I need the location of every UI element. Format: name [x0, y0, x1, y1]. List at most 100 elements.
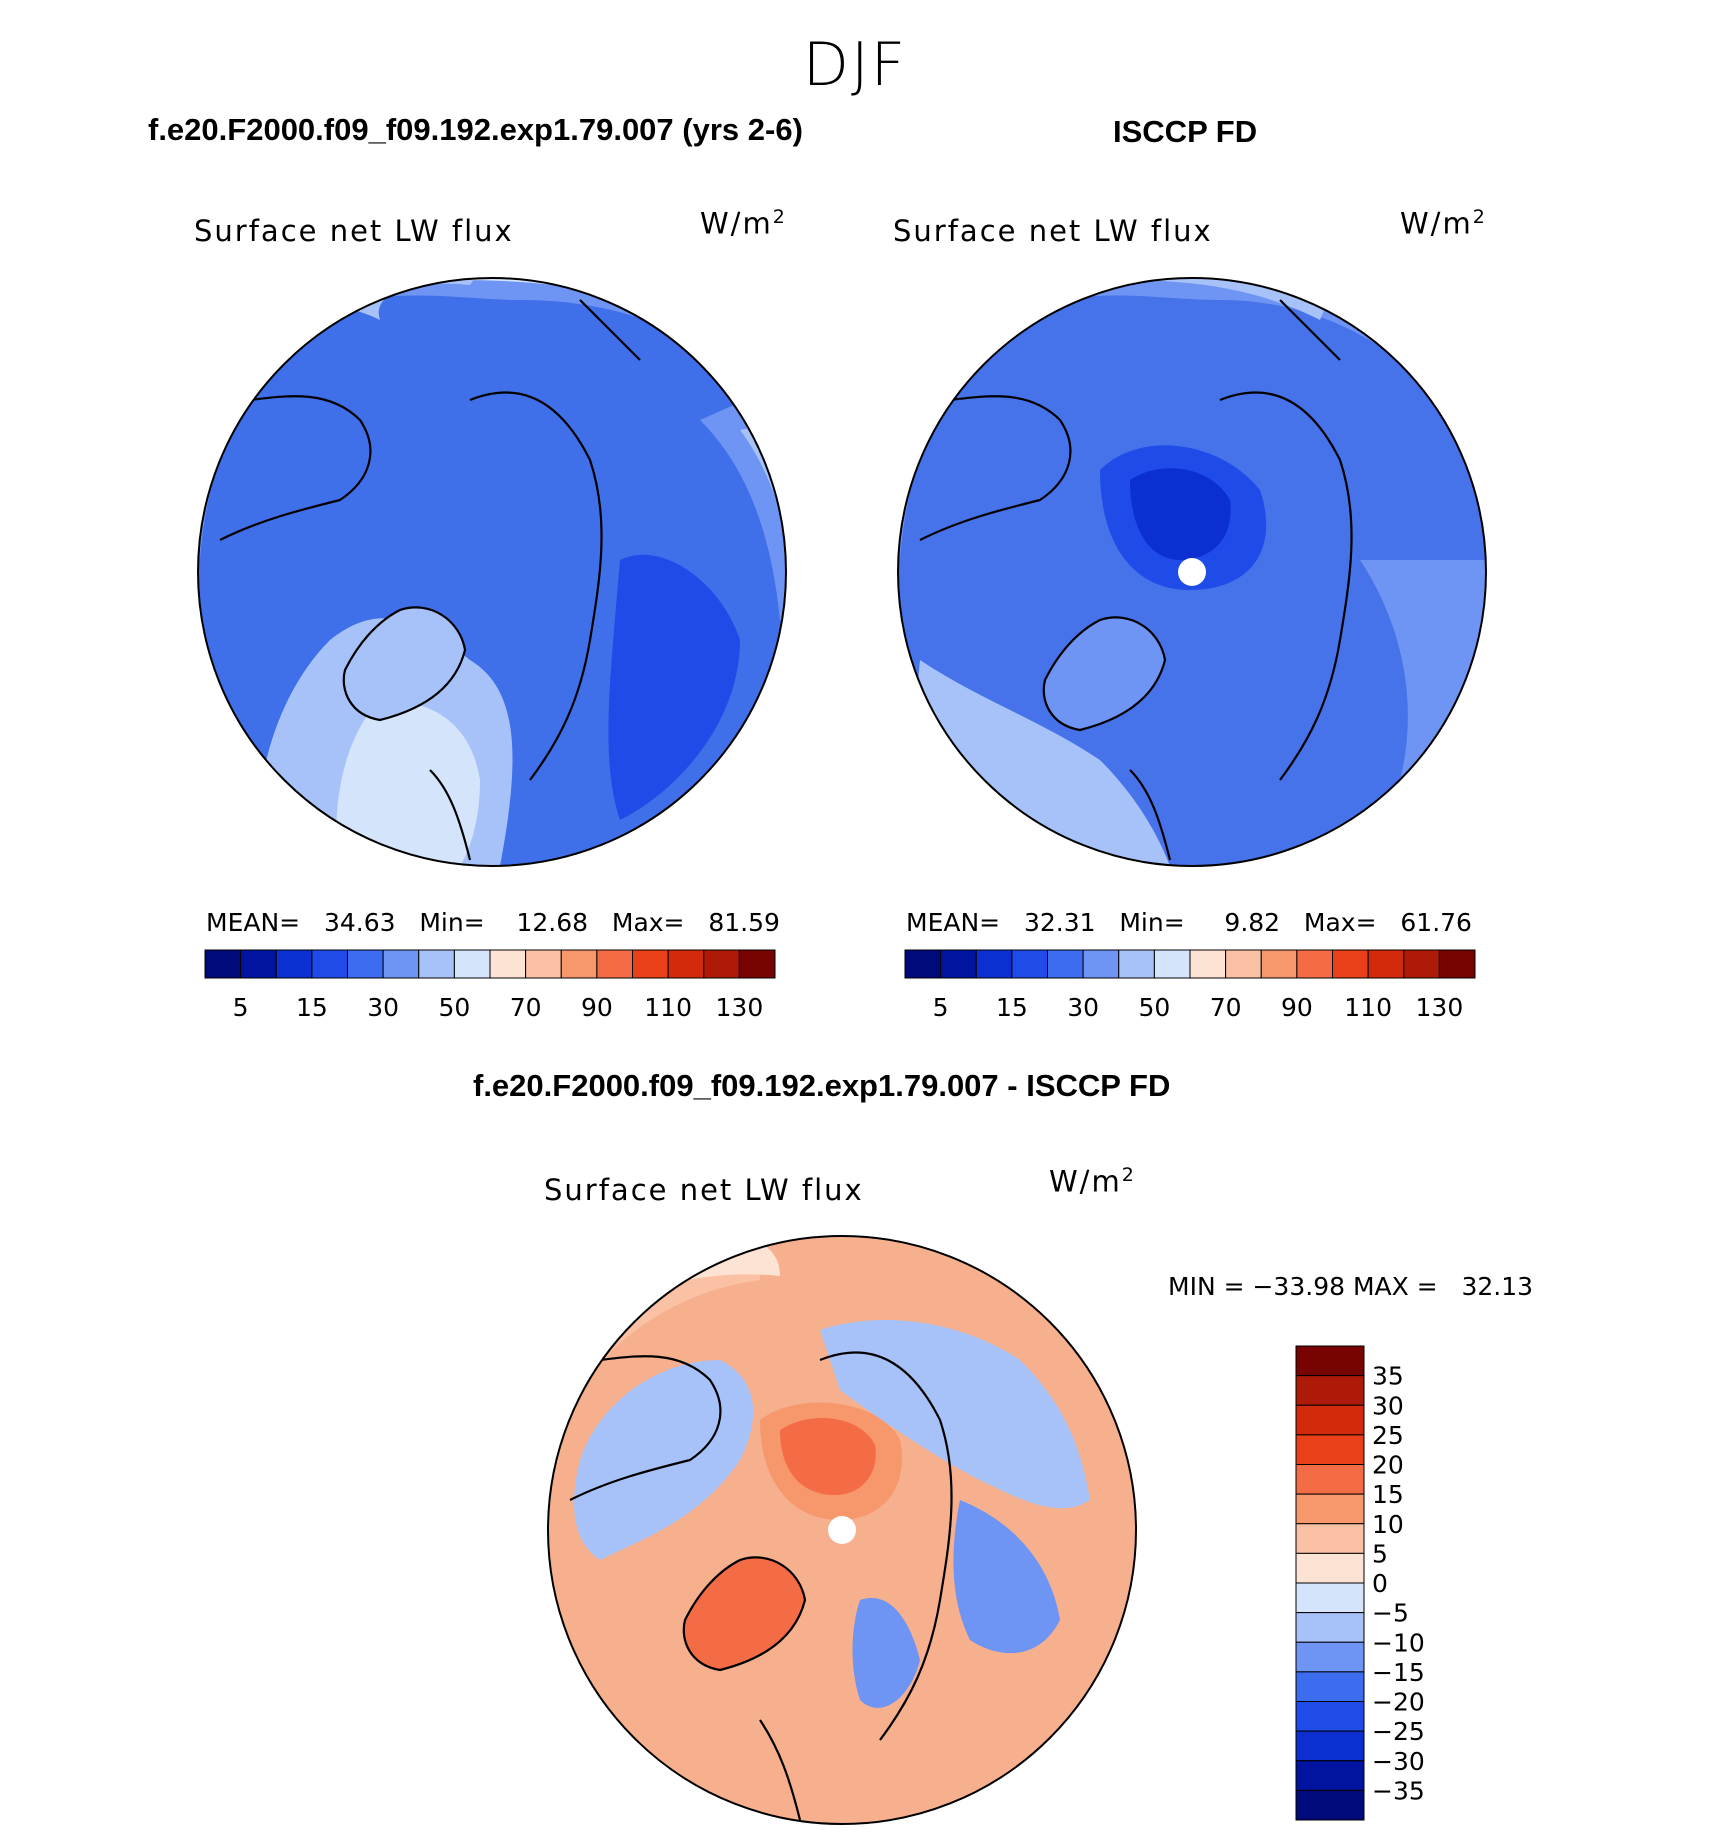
panel3-colorbar-swatch: [1295, 1789, 1365, 1821]
panel3-colorbar-swatch: [1295, 1641, 1365, 1673]
panel3-colorbar-swatch: [1295, 1701, 1365, 1732]
panel3-colorbar-swatch: [1295, 1523, 1365, 1554]
panel2-colorbar-swatch: [975, 949, 1013, 979]
panel2-colorbar-tick-label: 15: [996, 993, 1028, 1022]
panel2-colorbar-swatch: [1118, 949, 1155, 979]
panel3-colorbar-swatch: [1295, 1552, 1365, 1584]
panel1-colorbar-swatch: [204, 949, 242, 979]
panel2-colorbar-tick-label: 50: [1138, 993, 1170, 1022]
panel2-variable-label: Surface net LW flux: [893, 214, 1213, 248]
panel2-stats: MEAN= 32.31 Min= 9.82 Max= 61.76: [906, 908, 1472, 937]
panel1-stats: MEAN= 34.63 Min= 12.68 Max= 81.59: [206, 908, 780, 937]
panel1-colorbar-tick-label: 110: [644, 993, 692, 1022]
panel3-colorbar-swatch: [1295, 1760, 1365, 1791]
panel3-colorbar-swatch: [1295, 1464, 1365, 1495]
panel3-colorbar-swatch: [1295, 1434, 1365, 1465]
panel1-colorbar: 5 15 30 50 70 90 110 130: [204, 949, 776, 1022]
panel3-stats: MIN = −33.98 MAX = 32.13: [1168, 1272, 1534, 1301]
panel1-colorbar-tick-label: 130: [716, 993, 764, 1022]
panel1-colorbar-swatch: [703, 949, 740, 979]
panel3-colorbar-tick-label: −20: [1372, 1688, 1425, 1717]
panel1-colorbar-swatch: [489, 949, 527, 979]
panel1-colorbar-swatch: [347, 949, 384, 979]
panel3-colorbar-swatch: [1295, 1730, 1365, 1762]
panel3-pole-hole: [828, 1516, 856, 1544]
panel2-colorbar-swatch: [1225, 949, 1262, 979]
panel2-colorbar-tick-label: 30: [1067, 993, 1099, 1022]
panel2-case-title: ISCCP FD: [1113, 114, 1258, 149]
panel1-polar-map: [198, 278, 786, 866]
figure-title: DJF: [802, 30, 908, 100]
panel2-colorbar-swatch: [1438, 949, 1476, 979]
panel1-units: W/m2: [700, 206, 787, 241]
panel2-colorbar-swatch: [1296, 949, 1333, 979]
panel2-colorbar-tick-label: 130: [1416, 993, 1464, 1022]
panel1-colorbar-tick-label: 30: [367, 993, 399, 1022]
panel1-case-title: f.e20.F2000.f09_f09.192.exp1.79.007 (yrs…: [148, 112, 803, 147]
panel1-colorbar-tick-label: 70: [510, 993, 542, 1022]
panel1-colorbar-swatch: [453, 949, 491, 979]
panel1-colorbar-swatch: [311, 949, 348, 979]
panel1-colorbar-tick-label: 15: [296, 993, 328, 1022]
panel3-colorbar-tick-label: 10: [1372, 1510, 1404, 1539]
panel1-colorbar-swatch: [525, 949, 562, 979]
panel3-colorbar-swatch: [1295, 1404, 1365, 1436]
panel2-colorbar-swatch: [1260, 949, 1298, 979]
panel3-colorbar-tick-label: 20: [1372, 1451, 1404, 1480]
panel3-colorbar-tick-label: 15: [1372, 1480, 1404, 1509]
panel2-colorbar-tick-label: 5: [933, 993, 949, 1022]
panel1-colorbar-swatch: [418, 949, 455, 979]
panel1-colorbar-swatch: [240, 949, 277, 979]
panel3-colorbar-swatch: [1295, 1345, 1365, 1377]
panel3-colorbar-tick-label: 30: [1372, 1391, 1404, 1420]
panel3-colorbar-swatch: [1295, 1671, 1365, 1702]
panel3-units: W/m2: [1049, 1164, 1136, 1199]
panel2-colorbar-swatch: [1367, 949, 1405, 979]
panel3-colorbar-swatch: [1295, 1582, 1365, 1614]
panel1-map-border: [197, 277, 787, 867]
panel2-colorbar-swatch: [1189, 949, 1227, 979]
panel1-colorbar-swatch: [738, 949, 776, 979]
panel2-colorbar-swatch: [940, 949, 977, 979]
panel2-pole-hole: [1178, 558, 1206, 586]
panel1-colorbar-tick-label: 5: [233, 993, 249, 1022]
panel1-colorbar-tick-label: 50: [438, 993, 470, 1022]
panel3-case-title: f.e20.F2000.f09_f09.192.exp1.79.007 - IS…: [473, 1068, 1171, 1103]
panel1-colorbar-tick-label: 90: [581, 993, 613, 1022]
panel2-colorbar-swatch: [1082, 949, 1120, 979]
panel3-colorbar-tick-label: 0: [1372, 1569, 1388, 1598]
panel3-colorbar-tick-label: 25: [1372, 1421, 1404, 1450]
panel3-colorbar-tick-label: −10: [1372, 1628, 1425, 1657]
panel1-colorbar-swatch: [382, 949, 420, 979]
panel2-colorbar-swatch: [1011, 949, 1048, 979]
panel2-colorbar-swatch: [1047, 949, 1084, 979]
panel3-colorbar-tick-label: −5: [1372, 1599, 1409, 1628]
panel1-colorbar-swatch: [667, 949, 705, 979]
panel3-colorbar-tick-label: −35: [1372, 1776, 1425, 1805]
panel3-colorbar-tick-label: −30: [1372, 1747, 1425, 1776]
panel3-colorbar-swatch: [1295, 1493, 1365, 1525]
panel2-colorbar-swatch: [1403, 949, 1440, 979]
panel3-colorbar-tick-label: −25: [1372, 1717, 1425, 1746]
panel3-colorbar-tick-label: 5: [1372, 1539, 1388, 1568]
panel3-colorbar-swatch: [1295, 1375, 1365, 1406]
panel2-colorbar-swatch: [1332, 949, 1369, 979]
panel3-colorbar-tick-label: −15: [1372, 1658, 1425, 1687]
panel3-colorbar-tick-label: 35: [1372, 1362, 1404, 1391]
panel2-colorbar-tick-label: 90: [1281, 993, 1313, 1022]
panel3-variable-label: Surface net LW flux: [544, 1173, 864, 1207]
panel1-colorbar-swatch: [275, 949, 313, 979]
panel2-colorbar-tick-label: 110: [1344, 993, 1392, 1022]
panel2-colorbar-swatch: [904, 949, 942, 979]
panel1-colorbar-swatch: [560, 949, 598, 979]
panel2-colorbar-tick-label: 70: [1210, 993, 1242, 1022]
panel2-colorbar-swatch: [1153, 949, 1191, 979]
panel1-colorbar-swatch: [596, 949, 633, 979]
panel2-map-border: [897, 277, 1487, 867]
panel2-colorbar: 5 15 30 50 70 90 110 130: [904, 949, 1476, 1022]
panel3-map-border: [547, 1235, 1137, 1825]
panel1-variable-label: Surface net LW flux: [194, 214, 514, 248]
panel3-colorbar-swatch: [1295, 1612, 1365, 1643]
